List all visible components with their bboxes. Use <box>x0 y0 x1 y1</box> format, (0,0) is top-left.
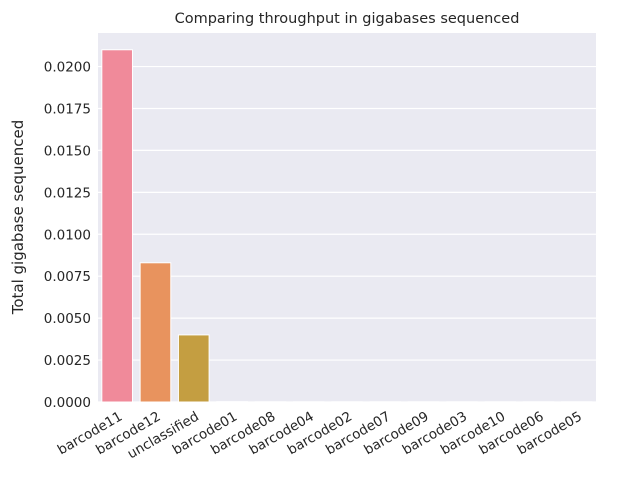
bars <box>101 49 593 403</box>
x-tick-labels: barcode11barcode12unclassifiedbarcode01b… <box>55 409 585 463</box>
y-tick-labels: 0.0000 0.0025 0.0050 0.0075 0.0100 0.0125 0.01… <box>44 60 91 411</box>
plot-area <box>98 33 596 402</box>
y-axis-label: Total gigabase sequenced <box>9 120 27 316</box>
y-tick-label: 0.0200 <box>44 60 91 76</box>
y-tick-label: 0.0075 <box>44 269 91 285</box>
y-tick-label: 0.0125 <box>44 185 91 201</box>
chart-title: Comparing throughput in gigabases sequen… <box>175 11 520 27</box>
bar-unclassified <box>177 334 210 403</box>
bar-barcode11 <box>101 49 133 403</box>
y-tick-label: 0.0025 <box>44 353 91 369</box>
y-tick-label: 0.0175 <box>44 101 91 117</box>
y-tick-label: 0.0100 <box>44 227 91 243</box>
y-tick-label: 0.0000 <box>44 395 91 411</box>
y-tick-label: 0.0150 <box>44 143 91 159</box>
y-tick-label: 0.0050 <box>44 311 91 327</box>
bar-barcode12 <box>139 262 172 403</box>
